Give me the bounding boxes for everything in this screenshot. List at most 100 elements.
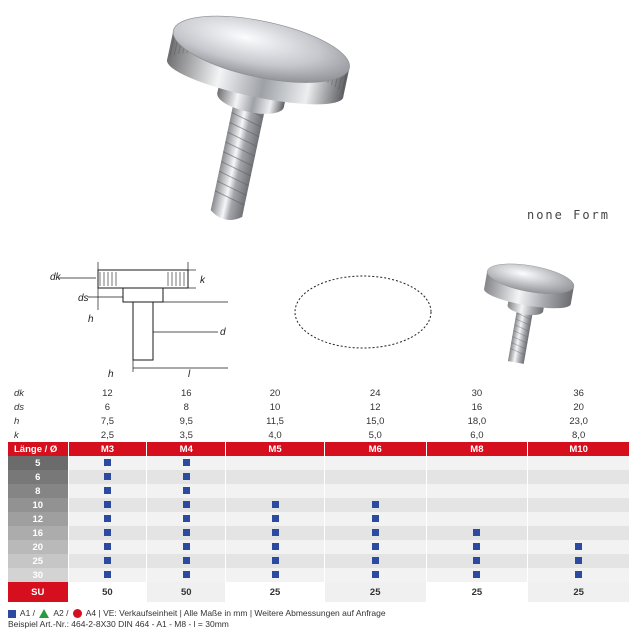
dim-cell: 16 bbox=[426, 400, 528, 414]
avail-cell bbox=[147, 554, 226, 568]
dim-cell: 11,5 bbox=[226, 414, 325, 428]
marker-icon bbox=[272, 557, 279, 564]
avail-cell bbox=[426, 526, 528, 540]
avail-cell bbox=[426, 540, 528, 554]
avail-cell bbox=[147, 484, 226, 498]
dim-label: ds bbox=[8, 400, 68, 414]
avail-cell bbox=[226, 540, 325, 554]
dim-cell: 8 bbox=[147, 400, 226, 414]
avail-cell bbox=[528, 498, 630, 512]
marker-icon bbox=[104, 543, 111, 550]
length-label: 10 bbox=[8, 498, 68, 512]
col-header: M4 bbox=[147, 442, 226, 456]
marker-icon bbox=[372, 501, 379, 508]
col-header: M10 bbox=[528, 442, 630, 456]
length-row: 5 bbox=[8, 456, 630, 470]
marker-icon bbox=[575, 557, 582, 564]
avail-cell bbox=[426, 484, 528, 498]
avail-cell bbox=[528, 526, 630, 540]
su-cell: 50 bbox=[68, 582, 147, 602]
a1-label: A1 bbox=[20, 608, 30, 618]
length-header-label: Länge / Ø bbox=[8, 442, 68, 456]
length-row: 20 bbox=[8, 540, 630, 554]
svg-text:ds: ds bbox=[78, 293, 89, 304]
length-label: 25 bbox=[8, 554, 68, 568]
su-cell: 25 bbox=[226, 582, 325, 602]
marker-icon bbox=[104, 529, 111, 536]
dim-cell: 20 bbox=[528, 400, 630, 414]
dim-cell: 24 bbox=[324, 386, 426, 400]
small-render bbox=[463, 257, 613, 377]
dim-row-k: k2,53,54,05,06,08,0 bbox=[8, 428, 630, 442]
avail-cell bbox=[528, 568, 630, 582]
marker-icon bbox=[272, 529, 279, 536]
length-label: 20 bbox=[8, 540, 68, 554]
avail-cell bbox=[324, 568, 426, 582]
svg-text:l: l bbox=[188, 369, 191, 380]
dim-cell: 18,0 bbox=[426, 414, 528, 428]
avail-cell bbox=[324, 512, 426, 526]
su-row: SU505025252525 bbox=[8, 582, 630, 602]
avail-cell bbox=[426, 568, 528, 582]
dim-cell: 12 bbox=[68, 386, 147, 400]
marker-icon bbox=[473, 557, 480, 564]
dim-label: k bbox=[8, 428, 68, 442]
tech-drawing: dk ds d h k l h bbox=[38, 252, 258, 382]
dim-cell: 6,0 bbox=[426, 428, 528, 442]
avail-cell bbox=[324, 526, 426, 540]
dim-cell: 9,5 bbox=[147, 414, 226, 428]
marker-icon bbox=[272, 501, 279, 508]
avail-cell bbox=[147, 540, 226, 554]
length-label: 12 bbox=[8, 512, 68, 526]
su-cell: 25 bbox=[426, 582, 528, 602]
length-row: 8 bbox=[8, 484, 630, 498]
avail-cell bbox=[528, 470, 630, 484]
marker-icon bbox=[575, 571, 582, 578]
col-header: M8 bbox=[426, 442, 528, 456]
dim-row-dk: dk121620243036 bbox=[8, 386, 630, 400]
avail-cell bbox=[426, 498, 528, 512]
dim-cell: 2,5 bbox=[68, 428, 147, 442]
marker-icon bbox=[272, 543, 279, 550]
marker-icon bbox=[183, 473, 190, 480]
marker-icon bbox=[473, 529, 480, 536]
avail-cell bbox=[147, 526, 226, 540]
length-row: 16 bbox=[8, 526, 630, 540]
dim-label: dk bbox=[8, 386, 68, 400]
avail-cell bbox=[426, 554, 528, 568]
su-label: SU bbox=[8, 582, 68, 602]
marker-icon bbox=[104, 487, 111, 494]
col-header: M6 bbox=[324, 442, 426, 456]
marker-icon bbox=[183, 529, 190, 536]
avail-cell bbox=[426, 456, 528, 470]
marker-icon bbox=[372, 529, 379, 536]
avail-cell bbox=[68, 526, 147, 540]
avail-cell bbox=[528, 456, 630, 470]
avail-cell bbox=[147, 512, 226, 526]
a4-icon bbox=[73, 609, 82, 618]
avail-cell bbox=[68, 568, 147, 582]
avail-cell bbox=[528, 540, 630, 554]
header-row: Länge / ØM3M4M5M6M8M10 bbox=[8, 442, 630, 456]
dim-cell: 4,0 bbox=[226, 428, 325, 442]
marker-icon bbox=[183, 571, 190, 578]
marker-icon bbox=[183, 501, 190, 508]
avail-cell bbox=[147, 456, 226, 470]
marker-icon bbox=[272, 515, 279, 522]
dim-cell: 16 bbox=[147, 386, 226, 400]
col-header: M3 bbox=[68, 442, 147, 456]
avail-cell bbox=[324, 456, 426, 470]
dim-cell: 7,5 bbox=[68, 414, 147, 428]
length-row: 30 bbox=[8, 568, 630, 582]
marker-icon bbox=[372, 543, 379, 550]
avail-cell bbox=[68, 554, 147, 568]
length-row: 25 bbox=[8, 554, 630, 568]
avail-cell bbox=[324, 554, 426, 568]
avail-cell bbox=[68, 484, 147, 498]
example-text: Beispiel Art.-Nr.: 464-2-8X30 DIN 464 - … bbox=[8, 619, 229, 629]
legend: A1 / A2 / A4 | VE: Verkaufseinheit | All… bbox=[8, 608, 630, 631]
a1-icon bbox=[8, 610, 16, 618]
avail-cell bbox=[147, 470, 226, 484]
length-row: 12 bbox=[8, 512, 630, 526]
marker-icon bbox=[104, 501, 111, 508]
